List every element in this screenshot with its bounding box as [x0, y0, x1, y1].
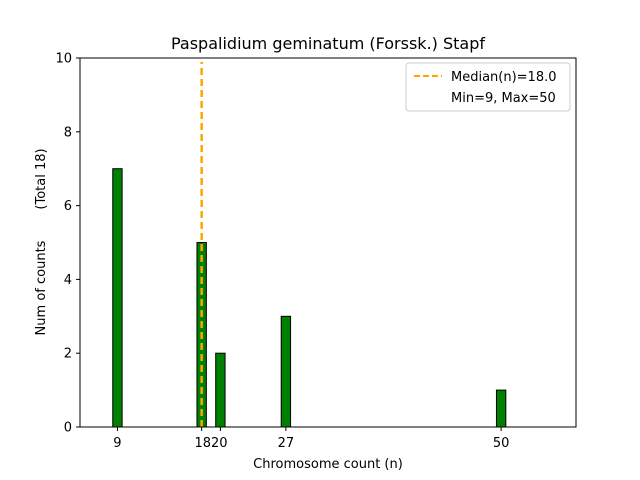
y-axis-total-label: (Total 18) [34, 148, 49, 209]
bar-20 [215, 352, 226, 428]
bar-9 [112, 168, 123, 428]
y-tick-label-0: 0 [64, 421, 72, 436]
y-tick-label-6: 6 [64, 199, 72, 214]
plot-frame [79, 57, 577, 428]
x-axis-label: Chromosome count (n) [253, 457, 403, 472]
y-tick-label-2: 2 [64, 347, 72, 362]
bar-50 [495, 389, 507, 428]
x-tick-label-50: 50 [493, 436, 510, 451]
x-tick-label-27: 27 [278, 436, 295, 451]
y-tick-label-8: 8 [64, 125, 72, 140]
y-tick-label-4: 4 [64, 273, 72, 288]
x-tick-label-1820: 1820 [194, 436, 227, 451]
x-tick-label-9: 9 [113, 436, 121, 451]
legend: Median(n)=18.0 Min=9, Max=50 [405, 62, 571, 112]
y-axis-label: Num of counts [34, 240, 49, 335]
legend-median-label: Median(n)=18.0 [451, 70, 557, 85]
bar-27 [280, 315, 292, 428]
legend-box [405, 62, 571, 112]
legend-range-label: Min=9, Max=50 [451, 91, 556, 106]
y-tick-label-10: 10 [55, 52, 72, 67]
chart-title: Paspalidium geminatum (Forssk.) Stapf [171, 34, 485, 53]
